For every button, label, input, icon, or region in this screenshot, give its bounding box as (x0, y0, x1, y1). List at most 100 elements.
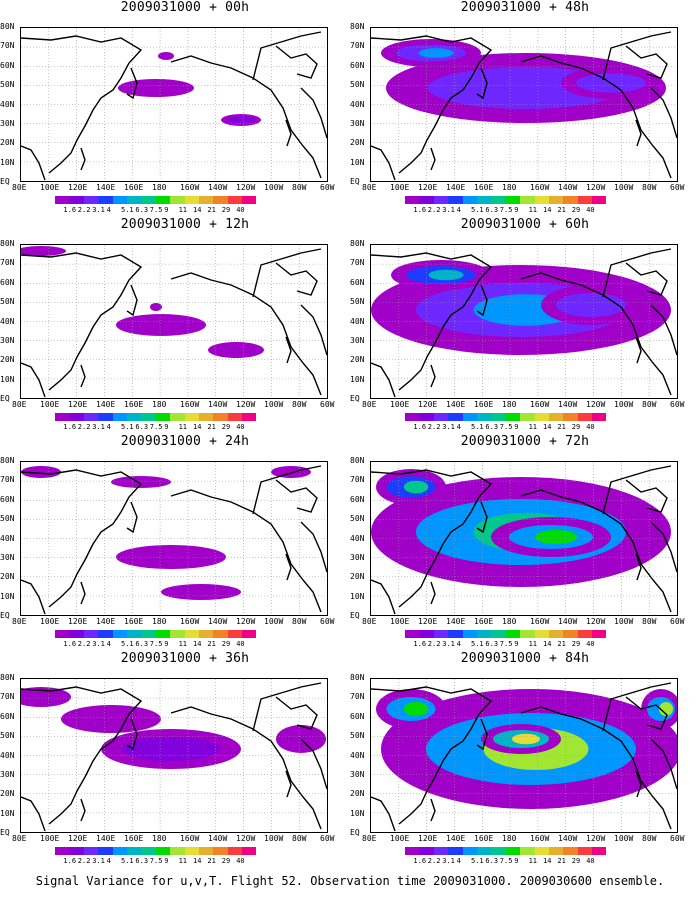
colorbar-label: 40 (586, 857, 595, 865)
coastline (602, 682, 672, 732)
latitude-label: 50N (0, 297, 15, 307)
longitude-label: 100E (40, 183, 60, 192)
colorbar-swatch (126, 847, 142, 855)
colorbar-swatch (534, 413, 549, 421)
coastline (21, 796, 46, 832)
coastline (476, 718, 488, 751)
map-panel-48h: 2009031000 + 48h 80N 70N 60N 50N 40N 30N 20N 10… (350, 0, 684, 215)
colorbar-swatch (563, 196, 578, 204)
colorbar-label: 40 (586, 423, 595, 431)
colorbar-label: 21 (207, 206, 216, 214)
colorbar-swatch (534, 630, 549, 638)
colorbar-swatch (491, 196, 506, 204)
colorbar-label: 9 (514, 640, 519, 648)
colorbar-swatch (242, 196, 257, 204)
colorbar-swatch (98, 630, 113, 638)
coastline (650, 521, 677, 573)
colorbar-label: 14 (543, 640, 552, 648)
variance-field (118, 79, 194, 97)
colorbar-swatch (69, 413, 84, 421)
colorbar-label: 6.3 (485, 640, 499, 648)
longitude-label: 80W (642, 617, 657, 626)
colorbar-swatch (505, 196, 521, 204)
latitude-label: 20N (0, 355, 15, 365)
colorbar-label: 4 (106, 423, 111, 431)
coastline (285, 336, 292, 364)
colorbar-label: 4 (456, 206, 461, 214)
latitude-label: EQ (350, 394, 360, 403)
colorbar-swatch (476, 196, 492, 204)
colorbar-label: 11 (178, 857, 188, 865)
longitude-label: 180 (502, 834, 517, 843)
coastline (285, 119, 292, 147)
coastline (285, 553, 292, 581)
variance-field (403, 702, 429, 716)
colorbar-swatch (69, 630, 84, 638)
latitude-label: 40N (350, 750, 365, 760)
colorbar-label: 3.1 (92, 206, 105, 214)
latitude-label: 20N (350, 138, 365, 148)
coastline (170, 272, 322, 396)
colorbar-swatch (184, 196, 199, 204)
longitude-label: 80E (12, 617, 27, 626)
coastline (170, 55, 322, 179)
colorbar-label: 3.1 (442, 206, 455, 214)
latitude-label: 60N (0, 711, 15, 721)
longitude-label: 120W (236, 834, 256, 843)
colorbar-swatch (213, 847, 228, 855)
colorbar-swatch (448, 196, 463, 204)
colorbar-swatch (55, 196, 70, 204)
colorbar-label: 11 (528, 857, 538, 865)
colorbar-swatch (69, 847, 84, 855)
latitude-label: 80N (350, 673, 365, 682)
colorbar-swatch (476, 847, 492, 855)
variance-field (227, 116, 255, 124)
variance-field (556, 293, 626, 317)
colorbar-label: 5.1 (471, 206, 484, 214)
longitude-label: 160E (474, 183, 494, 192)
coastline (21, 579, 46, 615)
latitude-label: EQ (350, 828, 360, 837)
latitude-label: 30N (350, 335, 365, 345)
map-area (370, 678, 678, 833)
colorbar-label: 40 (236, 857, 245, 865)
colorbar-label: 29 (221, 423, 231, 431)
coastline (252, 248, 322, 298)
longitude-label: 140W (208, 834, 228, 843)
colorbar-label: 29 (221, 857, 231, 865)
longitude-label: 80E (12, 400, 27, 409)
coastline (21, 252, 143, 391)
latitude-label: 70N (350, 475, 365, 485)
colorbar-swatch (520, 847, 535, 855)
colorbar-swatch (462, 630, 477, 638)
colorbar-swatch (213, 413, 228, 421)
panel-title: 2009031000 + 60h (460, 217, 590, 232)
colorbar-label: 2.2 (427, 640, 441, 648)
panel-title: 2009031000 + 12h (120, 217, 250, 232)
colorbar-swatch (491, 413, 506, 421)
longitude-label: 120W (586, 400, 606, 409)
latitude-label: 40N (0, 99, 15, 109)
colorbar-swatch (213, 630, 228, 638)
coastline (635, 119, 642, 147)
colorbar-swatch (69, 196, 84, 204)
colorbar-label: 7.5 (499, 857, 513, 865)
latitude-label: 10N (350, 808, 365, 818)
map-canvas (21, 28, 327, 181)
colorbar-swatch (405, 630, 420, 638)
colorbar-swatch (184, 847, 199, 855)
map-area (370, 461, 678, 616)
colorbar-label: 40 (586, 640, 595, 648)
latitude-label: 30N (350, 552, 365, 562)
longitude-label: 80E (12, 834, 27, 843)
colorbar-label: 7.5 (499, 640, 513, 648)
colorbar-label: 9 (164, 206, 169, 214)
longitude-label: 160W (530, 617, 550, 626)
coastline (300, 738, 327, 790)
latitude-label: 50N (350, 731, 365, 741)
longitude-label: 140E (446, 834, 466, 843)
longitude-label: 100W (614, 834, 634, 843)
longitude-label: 120E (418, 834, 438, 843)
colorbar-label: 4 (456, 640, 461, 648)
colorbar-label: 7.5 (149, 423, 163, 431)
